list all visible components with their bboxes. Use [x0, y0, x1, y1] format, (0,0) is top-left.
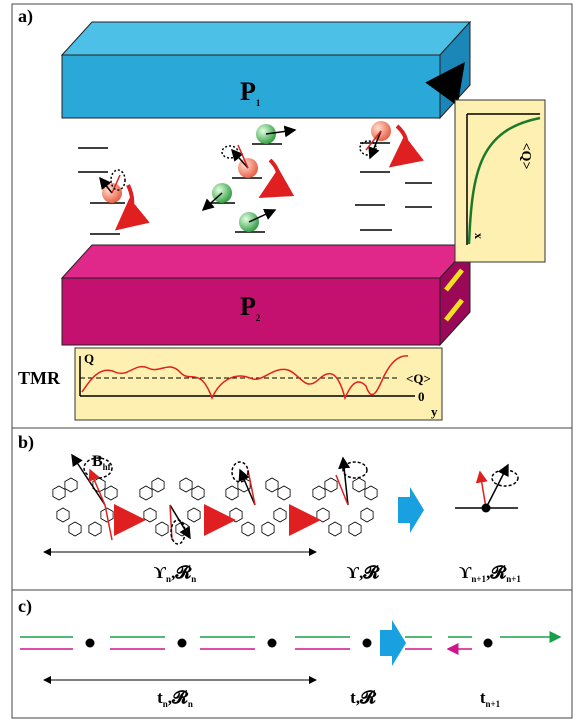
inset-y-label: <Q>: [518, 143, 533, 170]
symbol: 𝓡: [359, 688, 377, 707]
figure: a) P1 P2: [0, 0, 583, 723]
symbol: ϒ: [347, 563, 360, 582]
panel-label: a): [18, 6, 33, 27]
subscript: n+1: [506, 574, 521, 584]
panel-label: c): [18, 596, 32, 617]
subscript: n: [188, 699, 193, 709]
tmr-x-label: y: [431, 404, 438, 419]
symbol: 𝓡: [171, 688, 189, 707]
inset: [455, 100, 545, 262]
symbol: ϒ: [154, 563, 167, 582]
slab-bottom: [62, 245, 470, 345]
tmr-zero-label: 0: [418, 389, 425, 404]
step-label: ϒn,𝓡n: [154, 563, 196, 584]
tmr-box: [75, 348, 442, 420]
site: [482, 504, 491, 513]
step-label: tn,𝓡n: [157, 688, 193, 709]
slab-top: [62, 22, 470, 118]
inset-x-label: x: [472, 233, 486, 239]
symbol: 𝓡: [489, 563, 507, 582]
tmr-label: TMR: [18, 368, 61, 388]
subscript: n: [191, 574, 196, 584]
step-label: ϒ,𝓡: [347, 563, 381, 582]
subscript: n+1: [486, 699, 501, 709]
subscript: n+1: [471, 574, 486, 584]
step-label: t,𝓡: [350, 688, 377, 707]
symbol: ϒ: [459, 563, 472, 582]
tmr-mean-label: <Q>: [406, 371, 431, 386]
panel-label: b): [18, 432, 34, 453]
symbol: 𝓡: [362, 563, 380, 582]
tmr-y-label: Q: [84, 351, 94, 366]
symbol: 𝓡: [174, 563, 192, 582]
